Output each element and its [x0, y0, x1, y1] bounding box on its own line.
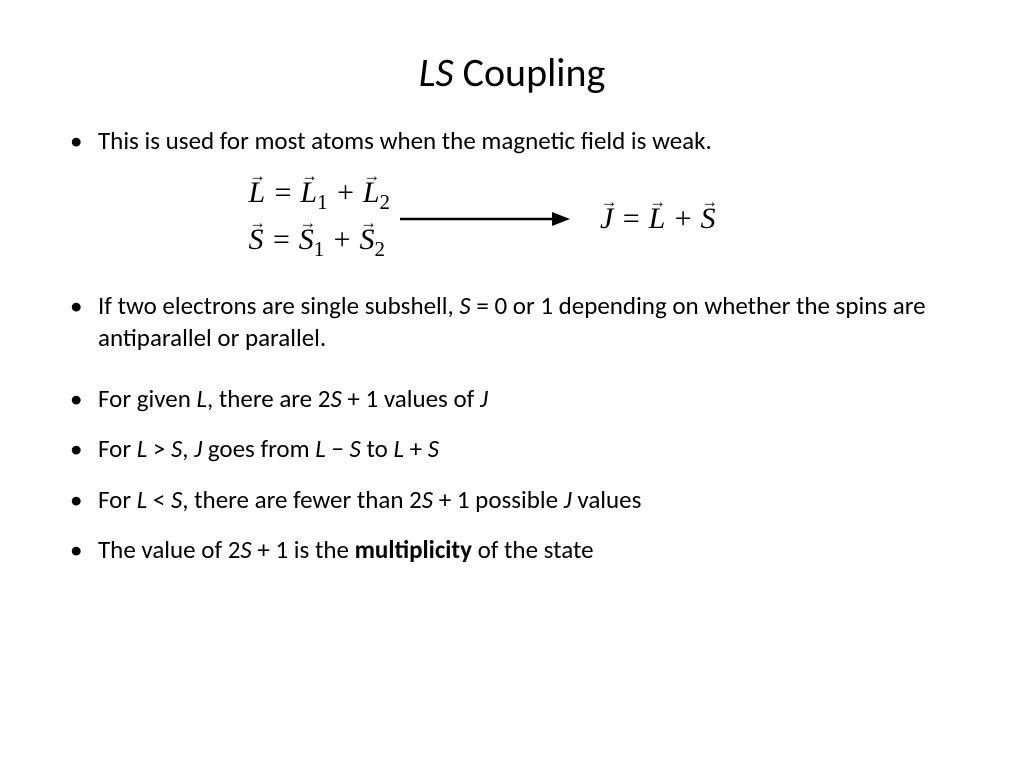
var-S: S	[428, 433, 439, 464]
equation-S: S = S1 + S2	[248, 223, 390, 262]
sub-1: 1	[317, 190, 328, 214]
t: + 1 values of	[342, 383, 480, 414]
equation-left-group: L = L1 + L2 S = S1 + S2	[248, 176, 390, 262]
t: The value of 2	[98, 534, 240, 565]
t: of the state	[472, 534, 594, 565]
bullet-list-3: For given L, there are 2S + 1 values of …	[60, 383, 964, 567]
var-J: J	[564, 484, 572, 515]
equation-J: J = L + S	[600, 202, 716, 236]
var-L: L	[137, 484, 148, 515]
bullet-6: The value of 2S + 1 is the multiplicity …	[60, 534, 964, 567]
vec-S2: S	[359, 223, 374, 257]
equation-L: L = L1 + L2	[248, 176, 390, 215]
t: + 1 possible	[433, 484, 564, 515]
bullet-1: This is used for most atoms when the mag…	[60, 125, 964, 158]
var-S: S	[330, 383, 341, 414]
title-rest: Coupling	[454, 48, 606, 97]
equation-block: L = L1 + L2 S = S1 + S2 J = L + S	[60, 176, 964, 262]
eq-sign: =	[613, 202, 648, 235]
t: + 1 is the	[252, 534, 355, 565]
var-S: S	[240, 534, 251, 565]
var-S: S	[171, 484, 182, 515]
var-J: J	[194, 433, 202, 464]
t: values	[572, 484, 642, 515]
arrow-icon	[400, 209, 570, 229]
var-S: S	[350, 433, 361, 464]
var-S: S	[422, 484, 433, 515]
bullet-2: If two electrons are single subshell, S …	[60, 290, 964, 355]
plus: +	[328, 176, 363, 209]
spacer	[60, 373, 964, 383]
t: −	[326, 433, 350, 464]
t: goes from	[202, 433, 315, 464]
var-S: S	[459, 290, 470, 321]
sub-2: 2	[380, 190, 391, 214]
var-L: L	[315, 433, 326, 464]
vec-S1: S	[299, 223, 314, 257]
sub-2: 2	[374, 237, 385, 261]
t: ,	[182, 433, 194, 464]
vec-S: S	[248, 223, 263, 257]
var-L: L	[393, 433, 404, 464]
bold-multiplicity: multiplicity	[355, 534, 472, 565]
vec-J: J	[600, 202, 613, 236]
t: to	[361, 433, 394, 464]
vec-L2: L	[363, 176, 380, 210]
t: , there are fewer than 2	[182, 484, 422, 515]
bullet-4: For L > S, J goes from L − S to L + S	[60, 433, 964, 466]
bullet-list-2: If two electrons are single subshell, S …	[60, 290, 964, 355]
plus: +	[665, 202, 700, 235]
t: For	[98, 484, 137, 515]
vec-L: L	[649, 202, 666, 236]
vec-L1: L	[300, 176, 317, 210]
var-S: S	[171, 433, 182, 464]
eq-sign: =	[265, 176, 300, 209]
t: , there are 2	[207, 383, 330, 414]
var-L: L	[196, 383, 207, 414]
bullet-5: For L < S, there are fewer than 2S + 1 p…	[60, 484, 964, 517]
eq-sign: =	[263, 223, 298, 256]
bullet-list: This is used for most atoms when the mag…	[60, 125, 964, 158]
vec-L: L	[248, 176, 265, 210]
var-J: J	[480, 383, 488, 414]
t: >	[147, 433, 171, 464]
vec-S: S	[701, 202, 716, 236]
t: +	[404, 433, 428, 464]
t: <	[147, 484, 171, 515]
var-L: L	[137, 433, 148, 464]
sub-1: 1	[314, 237, 325, 261]
bullet-3: For given L, there are 2S + 1 values of …	[60, 383, 964, 416]
t: If two electrons are single subshell,	[98, 290, 459, 321]
plus: +	[324, 223, 359, 256]
t: For	[98, 433, 137, 464]
slide-title: LS Coupling	[60, 48, 964, 97]
title-italic: LS	[419, 48, 454, 97]
bullet-1-text: This is used for most atoms when the mag…	[98, 125, 712, 156]
t: For given	[98, 383, 196, 414]
